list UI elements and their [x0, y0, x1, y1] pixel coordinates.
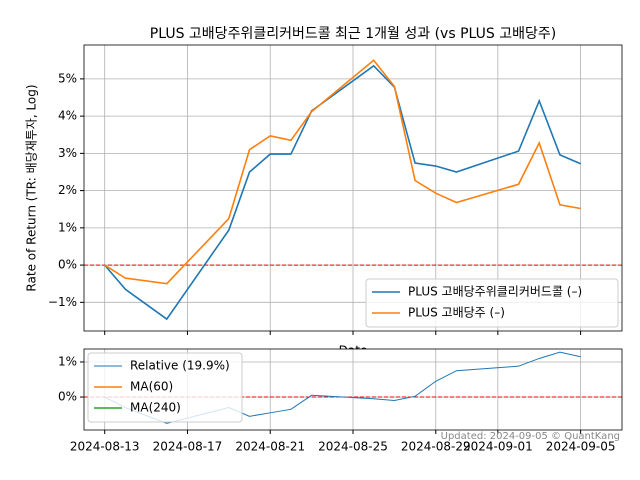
plot-frame [83, 44, 623, 332]
x-tick-label: 2024-08-17 [153, 440, 223, 454]
legend-label: PLUS 고배당주 (–) [408, 306, 505, 320]
chart-title: PLUS 고배당주위클리커버드콜 최근 1개월 성과 (vs PLUS 고배당주… [150, 26, 556, 42]
legend-box [87, 352, 243, 423]
y-tick-label: −1% [48, 295, 77, 309]
y-tick-label: 3% [58, 146, 77, 160]
x-tick-label: 2024-09-05 [546, 440, 616, 454]
y-tick-label: 0% [58, 258, 77, 272]
annotation: Updated: 2024-09-05 © QuantKang [441, 431, 620, 442]
x-tick-label: 2024-08-21 [235, 440, 305, 454]
y-tick-label: 0% [58, 390, 77, 404]
y-tick-label: 1% [58, 354, 77, 368]
x-tick-label: 2024-08-25 [318, 440, 388, 454]
data-line [104, 59, 581, 285]
data-line [104, 64, 581, 321]
x-tick-label: 2024-09-01 [463, 440, 533, 454]
y-tick-label: 4% [58, 109, 77, 123]
legend-label: MA(240) [130, 401, 181, 415]
legend-label: PLUS 고배당주위클리커버드콜 (–) [408, 285, 582, 299]
plot-frame [83, 348, 623, 431]
y-tick-label: 1% [58, 220, 77, 234]
legend-box [365, 278, 619, 328]
y-tick-label: 5% [58, 71, 77, 85]
legend-label: Relative (19.9%) [130, 359, 230, 373]
x-tick-label: 2024-08-29 [401, 440, 471, 454]
y-tick-label: 2% [58, 183, 77, 197]
y-axis-label: Rate of Return (TR: 배당재투자, Log) [25, 84, 39, 291]
x-tick-label: 2024-08-13 [70, 440, 140, 454]
legend-label: MA(60) [130, 380, 173, 394]
